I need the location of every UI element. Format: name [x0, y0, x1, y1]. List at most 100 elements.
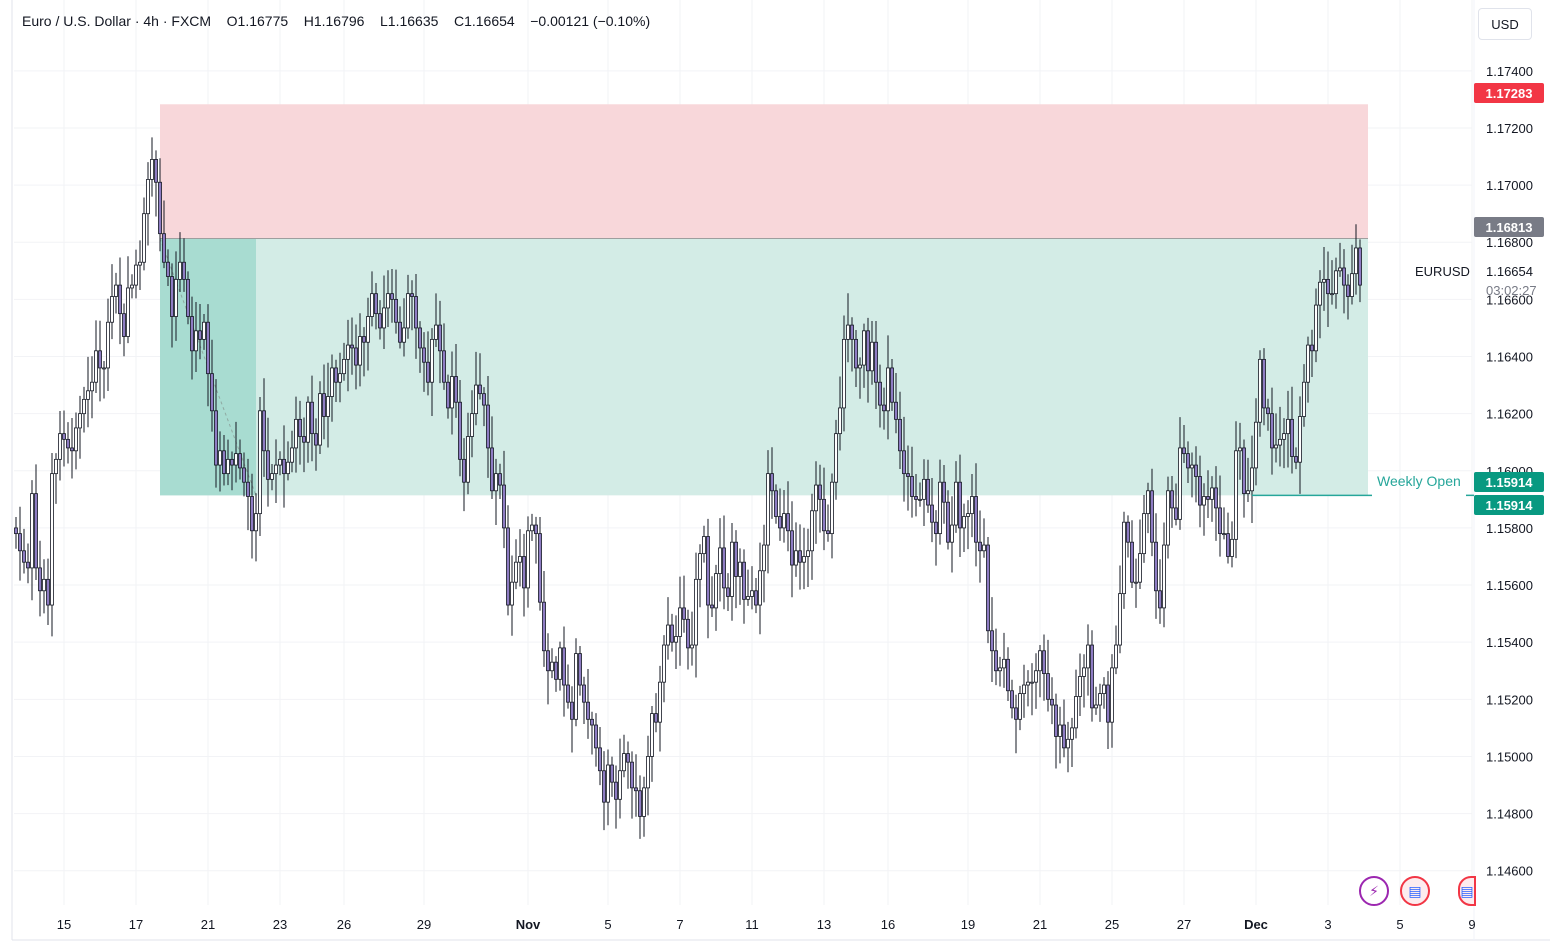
currency-button[interactable]: USD — [1478, 8, 1532, 40]
lightning-icon[interactable]: ⚡ — [1359, 876, 1389, 906]
candle-body — [538, 533, 542, 603]
candle-body — [642, 787, 646, 817]
candle-body — [38, 567, 42, 592]
candle-body — [938, 481, 942, 535]
y-tick-label: 1.15000 — [1486, 749, 1533, 764]
candle-body — [582, 684, 586, 703]
candle-body — [1354, 247, 1358, 275]
candle-body — [354, 347, 358, 366]
candle-body — [106, 321, 110, 369]
separator-dot: · — [134, 13, 144, 29]
candle-body — [566, 684, 570, 703]
candle-body — [234, 453, 238, 466]
candle-body — [258, 410, 262, 515]
candle-body — [266, 450, 270, 480]
candle-body — [138, 261, 142, 266]
candle-body — [794, 550, 798, 566]
partial-flag-icon[interactable]: ▤ — [1458, 876, 1476, 906]
candle-body — [366, 316, 370, 343]
candle-body — [890, 367, 894, 403]
candle-body — [426, 361, 430, 383]
y-tick-label: 1.16400 — [1486, 350, 1533, 365]
candle-body — [518, 556, 522, 563]
candle-body — [170, 276, 174, 317]
candle-body — [214, 410, 218, 466]
candle-body — [510, 581, 514, 606]
x-tick-label: 5 — [1396, 917, 1403, 932]
candle-body — [1082, 667, 1086, 677]
candle-body — [738, 561, 742, 577]
candle-body — [802, 556, 806, 563]
interval-label[interactable]: 4h — [143, 13, 159, 29]
candle-body — [958, 481, 962, 529]
candle-body — [1258, 358, 1262, 423]
candle-body — [534, 524, 538, 535]
candle-body — [670, 624, 674, 643]
candle-body — [1322, 278, 1326, 283]
candle-body — [878, 381, 882, 406]
x-tick-label: 16 — [881, 917, 895, 932]
candle-body — [658, 681, 662, 723]
candle-body — [782, 513, 786, 529]
candle-body — [186, 278, 190, 317]
candle-body — [334, 367, 338, 383]
candle-body — [1206, 496, 1210, 500]
candle-body — [318, 393, 322, 446]
candle-body — [254, 513, 258, 532]
candle-body — [1102, 684, 1106, 695]
stop-loss-zone[interactable] — [160, 104, 1368, 239]
candle-body — [442, 350, 446, 383]
candle-body — [1226, 533, 1230, 557]
candle-body — [982, 544, 986, 552]
candle-body — [422, 347, 426, 363]
candle-body — [230, 458, 234, 466]
candle-body — [382, 307, 386, 329]
candle-body — [410, 293, 414, 297]
candle-body — [110, 296, 114, 323]
candle-body — [386, 293, 390, 309]
candle-body — [990, 630, 994, 652]
candle-body — [1350, 273, 1354, 297]
weekly-open-label: Weekly Open — [1377, 473, 1461, 489]
candle-body — [926, 478, 930, 506]
candle-body — [1234, 450, 1238, 540]
candle-body — [766, 473, 770, 546]
candle-body — [1070, 727, 1074, 740]
candle-body — [490, 447, 494, 492]
candle-body — [194, 330, 198, 352]
x-tick-label: 21 — [1033, 917, 1047, 932]
candle-body — [1170, 490, 1174, 509]
symbol-name[interactable]: Euro / U.S. Dollar — [22, 13, 131, 29]
candle-body — [838, 407, 842, 435]
y-tick-label: 1.16200 — [1486, 407, 1533, 422]
take-profit-zone[interactable] — [160, 238, 1368, 496]
candle-body — [1270, 413, 1274, 449]
candle-body — [1130, 541, 1134, 583]
candle-body — [638, 790, 642, 817]
us-flag-icon[interactable]: ▤ — [1400, 876, 1430, 906]
candle-body — [1202, 496, 1206, 506]
candle-body — [914, 496, 918, 500]
candle-body — [1190, 464, 1194, 469]
candle-body — [950, 524, 954, 543]
y-tick-label: 1.17400 — [1486, 64, 1533, 79]
candle-body — [362, 336, 366, 343]
candle-body — [278, 458, 282, 466]
candle-body — [710, 604, 714, 609]
candle-body — [34, 493, 38, 569]
candle-body — [626, 753, 630, 763]
candle-body — [630, 761, 634, 789]
candle-body — [306, 401, 310, 443]
candle-body — [502, 484, 506, 529]
candle-body — [210, 373, 214, 412]
candle-body — [94, 350, 98, 383]
candle-body — [1094, 704, 1098, 709]
candle-body — [1222, 533, 1226, 536]
candle-body — [478, 384, 482, 395]
candle-body — [402, 327, 406, 343]
candle-body — [126, 287, 130, 337]
candle-body — [154, 159, 158, 183]
candle-body — [178, 261, 182, 280]
candle-body — [1030, 681, 1034, 684]
